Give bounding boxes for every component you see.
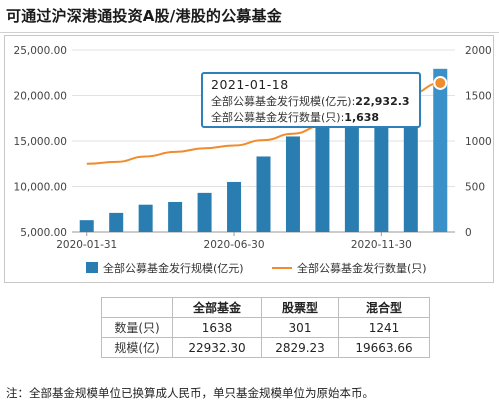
table-header-cell: 全部基金 <box>172 297 262 318</box>
y-left-tick-label: 20,000.00 <box>14 91 67 103</box>
table-header-cell: 混合型 <box>338 297 430 318</box>
bar <box>433 68 448 232</box>
y-right-tick-label: 1000 <box>465 136 492 148</box>
y-right-tick-label: 1500 <box>465 91 492 103</box>
y-left-tick-label: 10,000.00 <box>14 182 67 194</box>
table-header-cell <box>101 297 173 318</box>
legend-bar-label: 全部公募基金发行规模(亿元) <box>103 261 244 275</box>
table-row-label: 数量(只) <box>101 317 173 338</box>
table-header-row: 全部基金 股票型 混合型 <box>101 297 430 318</box>
y-left-tick-label: 25,000.00 <box>14 45 67 57</box>
bar <box>285 136 300 232</box>
table-header-cell: 股票型 <box>261 297 339 318</box>
summary-table: 全部基金 股票型 混合型 数量(只) 1638 301 1241 规模(亿) 2… <box>101 297 430 358</box>
tooltip-count-value: 1,638 <box>344 111 380 124</box>
x-tick-label: 2020-06-30 <box>204 239 265 251</box>
y-left-tick-label: 5,000.00 <box>20 227 67 239</box>
table-row: 数量(只) 1638 301 1241 <box>101 317 430 338</box>
bar <box>168 201 183 232</box>
legend-bar-swatch <box>86 262 98 273</box>
bar <box>344 115 359 232</box>
tooltip-date: 2021-01-18 <box>211 77 289 92</box>
x-tick-label: 2020-11-30 <box>351 239 412 251</box>
table-cell: 19663.66 <box>338 337 430 358</box>
tooltip-scale-value: 22,932.3 <box>355 95 410 108</box>
bar <box>109 212 124 232</box>
x-tick-label: 2020-01-31 <box>56 239 117 251</box>
y-right-tick-label: 2000 <box>465 45 492 57</box>
title-divider <box>0 32 499 33</box>
footnote: 注：全部基金规模单位已换算成人民币，单只基金规模单位为原始本币。 <box>6 386 374 400</box>
chart-tooltip: 2021-01-18 全部公募基金发行规模(亿元):22,932.3 全部公募基… <box>201 72 421 128</box>
table-cell: 2829.23 <box>261 337 339 358</box>
bar <box>138 204 153 232</box>
bar <box>256 156 271 232</box>
tooltip-scale-label: 全部公募基金发行规模(亿元): <box>211 95 356 108</box>
tooltip-count-label: 全部公募基金发行数量(只): <box>211 111 345 124</box>
table-row: 规模(亿) 22932.30 2829.23 19663.66 <box>101 337 430 358</box>
tooltip-scale-row: 全部公募基金发行规模(亿元):22,932.3 <box>211 94 411 110</box>
tooltip-count-row: 全部公募基金发行数量(只):1,638 <box>211 110 411 126</box>
chart: 5,000.00 10,000.00 15,000.00 20,000.00 25,00… <box>14 45 492 275</box>
table-row-label: 规模(亿) <box>101 337 173 358</box>
chart-frame <box>4 35 494 283</box>
page-title: 可通过沪深港通投资A股/港股的公募基金 <box>6 7 282 25</box>
legend-line-label: 全部公募基金发行数量(只) <box>297 261 427 275</box>
bar <box>227 181 242 232</box>
y-left-tick-label: 15,000.00 <box>14 136 67 148</box>
table-cell: 1638 <box>172 317 262 338</box>
y-right-tick-label: 0 <box>465 227 472 239</box>
bar <box>79 220 94 232</box>
bar <box>315 122 330 232</box>
table-cell: 22932.30 <box>172 337 262 358</box>
y-right-tick-label: 500 <box>465 182 485 194</box>
table-cell: 301 <box>261 317 339 338</box>
table-cell: 1241 <box>338 317 430 338</box>
line-highlight-point <box>433 75 448 90</box>
bar <box>197 192 212 232</box>
bar <box>374 102 389 232</box>
